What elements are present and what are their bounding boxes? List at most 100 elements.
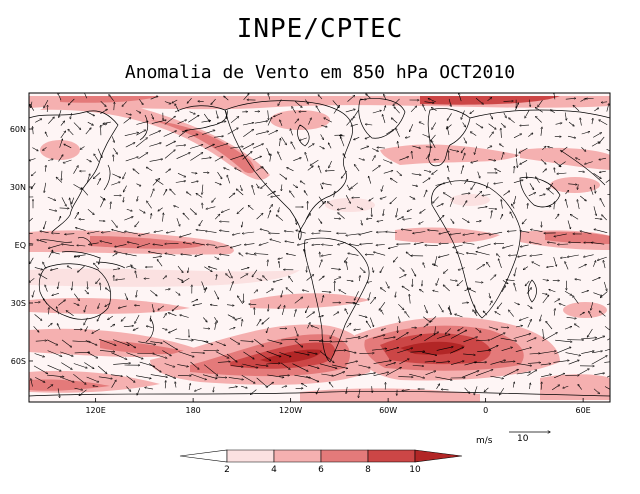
wind-vector: [599, 120, 608, 125]
wind-vector: [77, 245, 86, 246]
wind-vector: [396, 208, 399, 217]
wind-vector: [187, 98, 192, 103]
wind-vector: [564, 112, 566, 121]
wind-vector: [124, 217, 133, 221]
wind-vector: [50, 268, 59, 270]
wind-vector: [254, 121, 268, 124]
wind-vector: [44, 99, 49, 108]
wind-vector: [255, 351, 271, 360]
wind-vector: [34, 314, 42, 320]
wind-vector: [443, 285, 450, 292]
wind-vector: [437, 215, 444, 223]
wind-vector: [564, 327, 572, 330]
wind-vector: [113, 155, 114, 162]
wind-vector: [514, 302, 519, 305]
wind-vector: [606, 375, 610, 378]
wind-vector: [496, 254, 501, 258]
wind-vector: [304, 249, 306, 257]
wind-vector: [205, 231, 217, 233]
wind-vector: [169, 328, 178, 333]
wind-vector: [470, 110, 475, 114]
wind-vector: [206, 206, 216, 209]
wind-vector: [475, 123, 483, 128]
wind-vector: [149, 159, 163, 162]
wind-vector: [308, 118, 311, 125]
wind-vector: [478, 232, 490, 235]
wind-vector: [514, 283, 517, 292]
wind-vector: [252, 185, 255, 195]
wind-vector: [165, 289, 170, 290]
wind-vector: [547, 266, 554, 267]
wind-vector: [151, 113, 153, 119]
wind-vector: [555, 339, 572, 342]
wind-vector: [287, 168, 294, 172]
wind-vector: [164, 101, 171, 104]
wind-vector: [97, 148, 102, 158]
wind-vector: [360, 242, 373, 244]
wind-vector: [228, 269, 232, 278]
wind-vector: [358, 158, 365, 160]
colorbar-segment: [179, 449, 228, 463]
wind-vector: [600, 291, 608, 298]
wind-vector: [229, 328, 235, 330]
wind-vector: [346, 280, 353, 281]
wind-vector: [195, 388, 202, 391]
wind-vector: [271, 195, 280, 197]
wind-vector: [279, 352, 291, 356]
wind-vector: [575, 279, 582, 280]
wind-vector: [399, 267, 405, 271]
wind-vector: [228, 377, 244, 379]
wind-vector: [354, 137, 360, 139]
wind-vector: [289, 276, 294, 283]
wind-vector: [292, 107, 297, 114]
wind-vector: [396, 128, 400, 137]
wind-vector: [125, 114, 131, 115]
wind-vector: [509, 255, 517, 256]
wind-vector: [61, 339, 72, 347]
wind-vector: [307, 166, 313, 171]
wind-vector: [565, 190, 568, 195]
wind-vector: [554, 202, 555, 210]
wind-vector: [252, 269, 258, 277]
wind-vector: [358, 336, 368, 340]
wind-vector: [47, 364, 62, 371]
wind-vector: [549, 290, 556, 293]
wind-vector: [72, 281, 73, 291]
wind-vector: [527, 363, 541, 364]
wind-vector: [135, 305, 140, 306]
wind-vector: [373, 372, 389, 376]
wind-vector: [593, 261, 595, 267]
wind-vector: [568, 121, 574, 126]
wind-vector: [266, 326, 269, 333]
wind-vector: [578, 369, 589, 376]
wind-vector: [432, 264, 438, 267]
wind-vector: [44, 220, 47, 229]
wind-vector: [230, 117, 239, 124]
wind-vector: [474, 304, 476, 313]
wind-vector: [224, 168, 230, 171]
wind-vector: [84, 305, 87, 312]
wind-vector: [329, 382, 334, 388]
wind-vector: [100, 199, 104, 208]
wind-vector: [256, 278, 262, 280]
wind-vector: [58, 93, 62, 101]
wind-vector: [112, 269, 120, 271]
wind-vector: [73, 373, 86, 384]
wind-vector: [268, 110, 269, 120]
wind-vector: [515, 348, 532, 352]
wind-vector: [474, 191, 482, 199]
wind-vector: [126, 375, 135, 383]
wind-vector: [467, 288, 476, 293]
wind-vector: [500, 361, 515, 363]
wind-vector: [45, 165, 46, 172]
wind-vector: [346, 262, 348, 270]
wind-vector: [152, 178, 160, 186]
wind-vector: [89, 242, 99, 245]
wind-vector: [593, 173, 602, 178]
wind-vector: [581, 147, 585, 151]
wind-vector: [449, 347, 464, 354]
wind-vector: [229, 337, 240, 344]
wind-vector: [399, 157, 408, 161]
wind-vector: [358, 388, 361, 398]
wind-vector: [204, 288, 207, 293]
